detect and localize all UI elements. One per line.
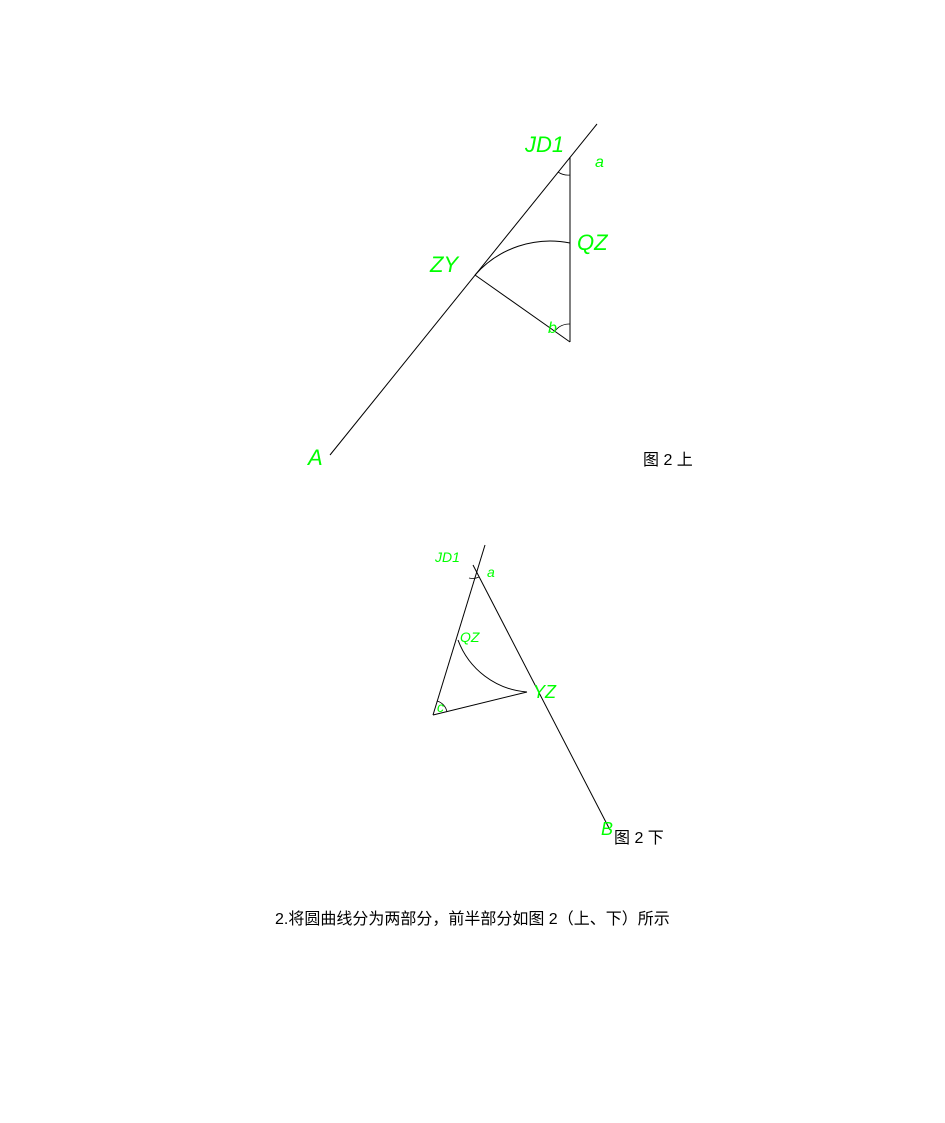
diagram-bottom: JD1 a QZ YZ c B <box>375 520 675 865</box>
label-jd1: JD1 <box>524 132 564 157</box>
label-zy: ZY <box>429 252 459 277</box>
caption-top: 图 2 上 <box>643 446 693 470</box>
diagram-bottom-svg: JD1 a QZ YZ c B <box>375 520 675 860</box>
diagram-top-svg: A ZY JD1 a QZ b <box>290 60 720 470</box>
label-a2: a <box>487 564 495 580</box>
body-text: 2.将圆曲线分为两部分，前半部分如图 2（上、下）所示 <box>275 905 670 929</box>
label-qz2: QZ <box>460 629 480 645</box>
angle-mark-a2 <box>469 577 479 578</box>
angle-mark-b <box>555 324 570 331</box>
label-a-point: A <box>306 445 323 470</box>
arc-qz-yz <box>458 640 527 692</box>
label-c: c <box>437 699 444 715</box>
angle-mark-a <box>558 172 570 175</box>
diagram-top: A ZY JD1 a QZ b <box>290 60 720 475</box>
label-qz: QZ <box>577 230 609 255</box>
label-b-point: B <box>601 819 613 839</box>
caption-bottom: 图 2 下 <box>614 824 664 848</box>
label-jd1-2: JD1 <box>434 549 460 565</box>
label-b-angle: b <box>548 320 557 337</box>
label-a-angle: a <box>595 154 604 171</box>
line-a-jd1 <box>330 124 597 455</box>
label-yz: YZ <box>533 682 557 702</box>
